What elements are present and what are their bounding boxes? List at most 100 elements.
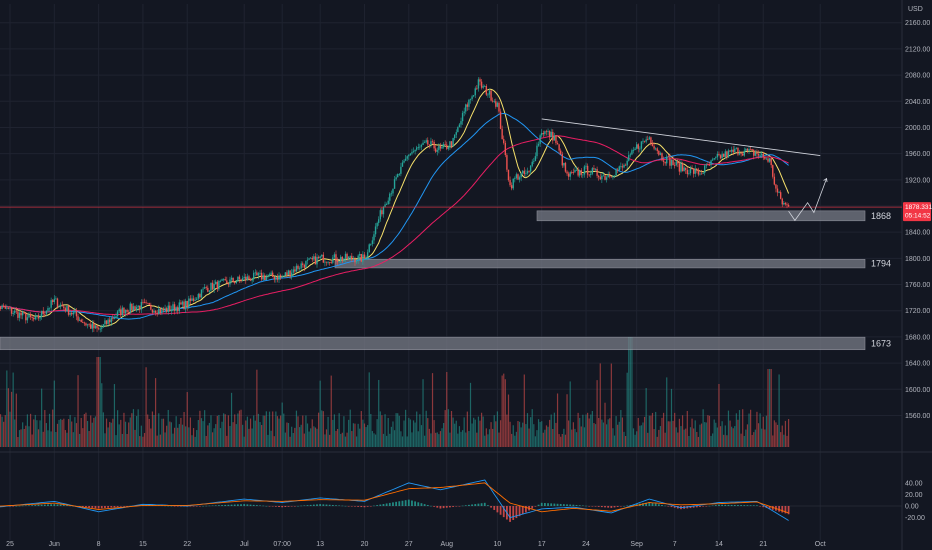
macd-histogram-bar [360,506,363,508]
candle-body [528,171,530,172]
volume-bar [648,415,650,447]
candle-body [393,179,396,189]
volume-bar [166,425,168,447]
macd-histogram-bar [335,505,337,506]
volume-bar [569,381,571,447]
volume-bar [343,416,345,447]
time-tick-label: Jul [240,541,249,548]
volume-bar [42,431,44,447]
volume-bar [564,434,567,447]
candle-body [170,309,173,312]
macd-histogram-bar [164,505,166,507]
candle-body [59,304,62,307]
candle-body [343,258,345,261]
volume-bar [787,419,790,447]
macd-histogram-bar [537,504,540,506]
volume-bar [490,422,492,447]
macd-histogram-bar [499,506,502,515]
candle-body [529,165,532,172]
time-axis[interactable]: 25 Jun 8 15 22 Jul 07:00 13 20 27 Aug 10 17 24 Sep 7 14 2… [6,541,826,548]
candle-body [694,168,696,174]
candle-body [118,309,120,312]
volume-bar [765,415,768,447]
volume-bar [74,417,76,447]
volume-bar [712,433,714,447]
volume-bar [153,415,155,447]
volume-bar [715,422,717,447]
volume-bar [620,410,622,447]
candle-body [482,86,484,88]
volume-bar [370,413,372,447]
candle-body [316,257,318,265]
candle-body [610,176,613,178]
countdown-timer: 05:14:52 [905,213,931,220]
volume-bar [424,435,426,447]
volume-bar [433,420,435,447]
candle-body [767,158,769,162]
macd-histogram-bar [518,506,521,517]
macd-histogram-bar [66,505,68,506]
candle-body [102,324,105,328]
macd-histogram-bar [208,505,211,507]
volume-bar [69,414,71,447]
volume-bar [64,430,66,447]
volume-bar [104,433,106,447]
macd-histogram-bar [756,505,758,506]
macd-histogram-bar [100,506,103,509]
volume-bar [115,435,117,447]
volume-bar [232,422,234,447]
volume-bar [349,409,351,447]
volume-bar [550,414,552,447]
macd-histogram-bar [192,506,195,507]
volume-bar [666,377,668,447]
macd-histogram-bar [556,503,559,506]
candle-body [575,169,578,171]
candle-body [248,276,250,279]
candle-body [183,301,185,310]
candle-body [626,160,628,166]
volume-bar [185,426,187,447]
candle-body [439,146,442,149]
volume-bar [492,428,494,447]
candle-body [753,149,755,156]
candle-body [632,150,635,151]
candle-body [156,312,158,314]
candle-body [770,158,772,166]
candle-body [69,313,71,315]
candle-body [286,272,288,276]
candle-body [654,148,657,150]
volume-bar [126,433,128,447]
candle-body [371,240,374,244]
candle-body [472,95,475,97]
candle-body [80,319,82,323]
macd-histogram-bar [189,506,192,507]
volume-bar [694,420,696,447]
macd-histogram-bar [211,505,214,507]
candle-body [113,317,116,319]
candle-body [21,311,24,316]
macd-histogram-bar [759,506,762,507]
macd-histogram-bar [240,504,242,506]
volume-bar [82,428,84,447]
candle-body [506,155,508,170]
candle-body [599,177,601,180]
volume-bar [541,421,543,447]
candle-body [173,304,176,311]
macd-histogram-bar [645,502,648,506]
volume-bar [707,415,709,447]
candle-body [245,276,247,281]
candle-body [284,272,287,276]
candle-body [167,305,169,312]
candle-body [294,269,296,272]
volume-bar [518,421,521,447]
candle-body [243,276,245,279]
price-tick-label: 1560.00 [905,413,930,420]
macd-histogram-bar [176,506,179,507]
candle-body [335,254,337,262]
candle-body [281,276,283,277]
price-axis[interactable]: USD 2160.00 2120.00 2080.00 2040.00 2000.00 19… [903,6,932,522]
candle-body [431,141,434,143]
candle-body [605,177,608,180]
macd-histogram-bar [762,506,765,508]
